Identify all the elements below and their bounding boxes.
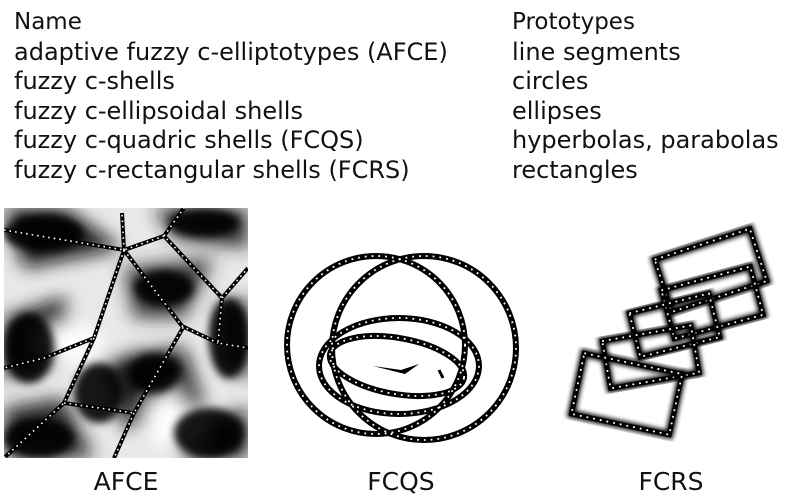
table-row: fuzzy c-rectangular shells (FCRS) rectan… [14, 156, 784, 186]
row-name: adaptive fuzzy c-elliptotypes (AFCE) [14, 37, 448, 66]
table-row: adaptive fuzzy c-elliptotypes (AFCE) lin… [14, 38, 784, 68]
header-prototypes: Prototypes [512, 9, 635, 35]
afce-caption: AFCE [93, 467, 159, 496]
fcrs-caption: FCRS [638, 467, 704, 496]
row-name: fuzzy c-quadric shells (FCQS) [14, 126, 364, 154]
row-prototypes: line segments [512, 37, 681, 66]
row-prototypes: ellipses [512, 96, 602, 125]
header-name: Name [14, 9, 82, 35]
table-row: fuzzy c-shells circles [14, 67, 784, 97]
afce-figure [4, 208, 248, 458]
row-prototypes: circles [512, 67, 589, 95]
row-name: fuzzy c-ellipsoidal shells [14, 96, 303, 125]
fcrs-figure [555, 208, 787, 458]
fcqs-caption: FCQS [367, 467, 435, 496]
row-name: fuzzy c-shells [14, 67, 175, 95]
fcqs-figure [281, 208, 521, 458]
table-row: fuzzy c-quadric shells (FCQS) hyperbolas… [14, 126, 784, 156]
table-row: fuzzy c-ellipsoidal shells ellipses [14, 97, 784, 127]
row-prototypes: rectangles [512, 155, 638, 184]
prototype-table: Name Prototypes adaptive fuzzy c-ellipto… [14, 8, 784, 185]
row-name: fuzzy c-rectangular shells (FCRS) [14, 155, 410, 184]
row-prototypes: hyperbolas, parabolas [512, 126, 779, 154]
table-header: Name Prototypes [14, 8, 784, 38]
